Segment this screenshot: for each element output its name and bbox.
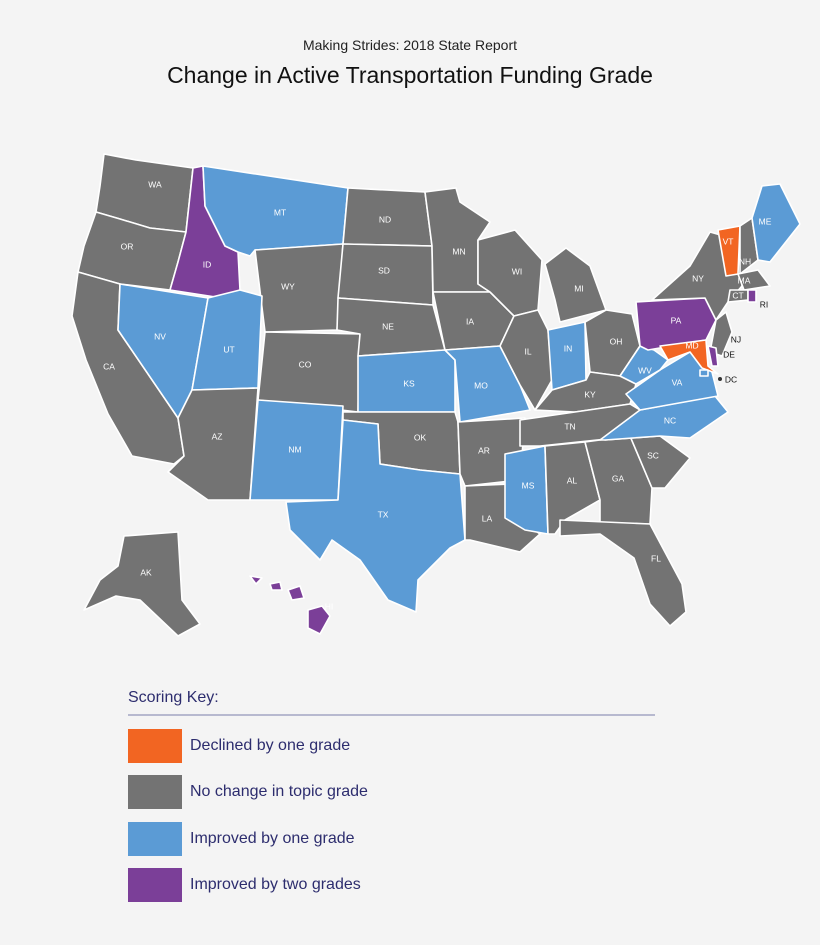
- state-label-co: CO: [299, 359, 312, 369]
- state-tx: [285, 419, 466, 613]
- state-label-tx: TX: [378, 509, 389, 519]
- legend-swatch-declined: [128, 729, 182, 763]
- legend-item-improved-two: Improved by two grades: [128, 868, 361, 902]
- state-wy: [254, 243, 344, 333]
- state-in: [547, 321, 587, 391]
- state-md: [659, 339, 719, 375]
- state-label-tn: TN: [564, 421, 575, 431]
- legend-label-no-change: No change in topic grade: [190, 783, 368, 800]
- state-label-dc: DC: [725, 374, 737, 384]
- state-label-ma: MA: [738, 275, 751, 285]
- state-label-mi: MI: [574, 283, 583, 293]
- state-ma: [737, 269, 771, 291]
- state-label-va: VA: [672, 377, 683, 387]
- legend-item-no-change: No change in topic grade: [128, 775, 368, 809]
- state-label-pa: PA: [671, 315, 682, 325]
- legend-label-improved-one: Improved by one grade: [190, 830, 355, 847]
- state-label-la: LA: [482, 513, 493, 523]
- state-label-ms: MS: [522, 480, 535, 490]
- state-il: [499, 309, 553, 411]
- legend-item-improved-one: Improved by one grade: [128, 822, 355, 856]
- state-label-nd: ND: [379, 214, 391, 224]
- state-label-ky: KY: [584, 389, 596, 399]
- state-co: [257, 331, 361, 413]
- state-label-ks: KS: [403, 378, 415, 388]
- state-label-md: MD: [685, 340, 698, 350]
- state-label-ne: NE: [382, 321, 394, 331]
- state-ak: [83, 531, 201, 637]
- state-fl: [559, 519, 687, 627]
- state-label-ca: CA: [103, 361, 115, 371]
- state-label-nm: NM: [288, 444, 301, 454]
- legend-title: Scoring Key:: [128, 689, 219, 706]
- legend-label-declined: Declined by one grade: [190, 737, 351, 754]
- state-label-az: AZ: [212, 431, 223, 441]
- state-label-nv: NV: [154, 331, 166, 341]
- legend-divider: [128, 714, 655, 716]
- state-label-al: AL: [567, 475, 578, 485]
- state-label-hi: HI: [325, 601, 334, 611]
- state-label-oh: OH: [610, 336, 623, 346]
- state-label-wa: WA: [148, 179, 162, 189]
- state-label-fl: FL: [651, 553, 661, 563]
- state-label-sc: SC: [647, 450, 659, 460]
- state-label-or: OR: [121, 241, 134, 251]
- us-state-map: WA OR CA ID NV MT WY UT AZ CO NM ND SD NE KS OK TX MN IA MO…: [71, 153, 801, 637]
- state-label-wy: WY: [281, 281, 295, 291]
- map-supertitle: Making Strides: 2018 State Report: [302, 37, 517, 53]
- state-label-ok: OK: [414, 432, 427, 442]
- dc-marker-dot: [718, 377, 722, 381]
- map-title: Change in Active Transportation Funding …: [167, 62, 653, 88]
- state-me: [751, 183, 801, 263]
- legend-swatch-improved-two: [128, 868, 182, 902]
- state-ri: [747, 289, 757, 303]
- state-label-ut: UT: [223, 344, 234, 354]
- state-label-ak: AK: [140, 567, 152, 577]
- state-hi: [249, 575, 331, 635]
- legend-swatch-improved-one: [128, 822, 182, 856]
- state-de: [707, 345, 719, 367]
- state-label-ar: AR: [478, 445, 490, 455]
- state-dc: [699, 369, 709, 377]
- state-label-me: ME: [759, 216, 772, 226]
- state-label-in: IN: [564, 343, 573, 353]
- legend-item-declined: Declined by one grade: [128, 729, 350, 763]
- state-label-mo: MO: [474, 380, 488, 390]
- legend-swatch-no-change: [128, 775, 182, 809]
- state-ms: [504, 445, 549, 535]
- state-label-nj: NJ: [731, 334, 741, 344]
- state-ut: [191, 289, 263, 391]
- state-label-wi: WI: [512, 266, 522, 276]
- state-label-vt: VT: [723, 236, 734, 246]
- state-label-ny: NY: [692, 273, 704, 283]
- state-label-de: DE: [723, 349, 735, 359]
- state-label-nc: NC: [664, 415, 676, 425]
- state-label-ct: CT: [732, 290, 743, 300]
- state-label-ga: GA: [612, 473, 625, 483]
- state-label-mn: MN: [452, 246, 465, 256]
- state-ks: [357, 349, 456, 413]
- state-label-id: ID: [203, 259, 212, 269]
- state-label-mt: MT: [274, 207, 286, 217]
- state-label-nh: NH: [739, 256, 751, 266]
- state-label-sd: SD: [378, 265, 390, 275]
- state-label-il: IL: [524, 346, 531, 356]
- state-label-ri: RI: [760, 299, 769, 309]
- state-label-wv: WV: [638, 365, 652, 375]
- state-label-ia: IA: [466, 316, 474, 326]
- legend-label-improved-two: Improved by two grades: [190, 876, 361, 893]
